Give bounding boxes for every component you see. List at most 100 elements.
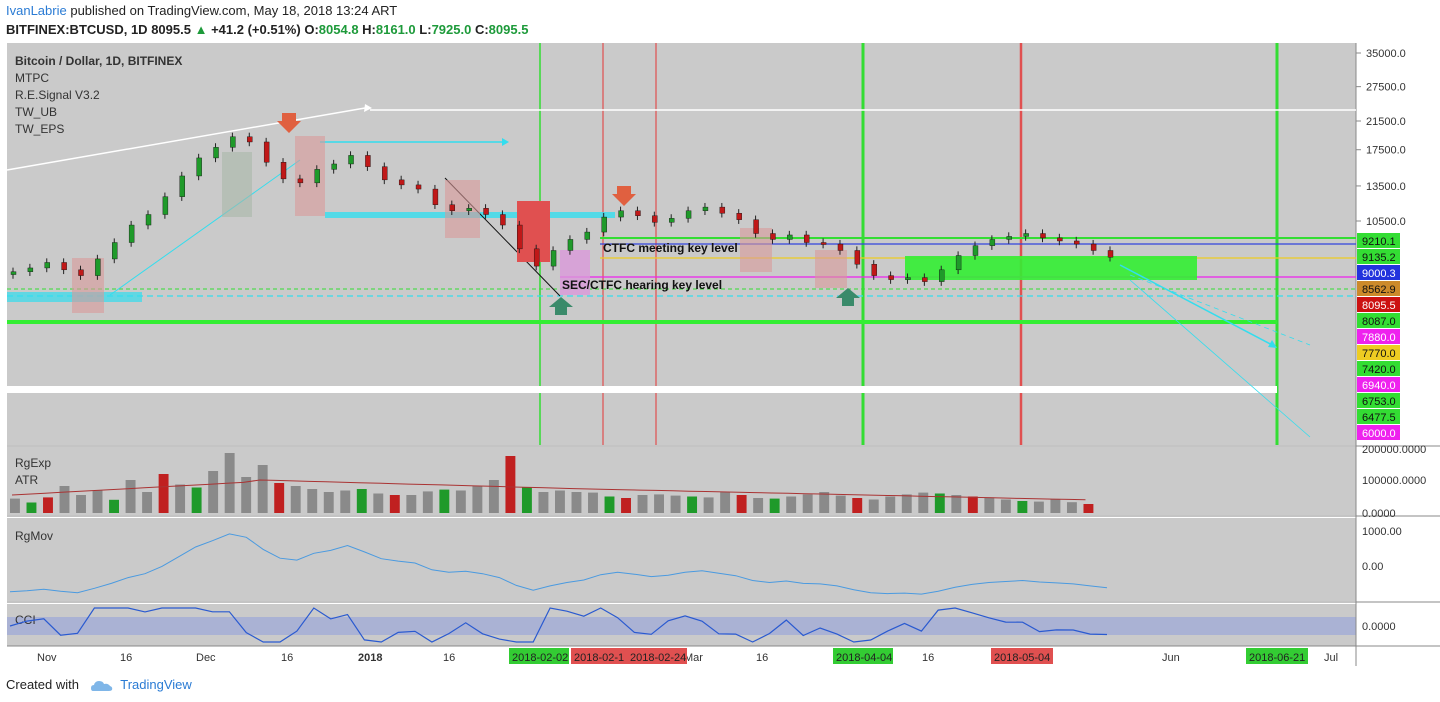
volume-bar bbox=[852, 498, 863, 513]
candle-body bbox=[179, 175, 185, 197]
candle-body bbox=[1023, 233, 1029, 237]
volume-bar bbox=[703, 497, 714, 513]
volume-bar bbox=[26, 502, 37, 513]
candle-body bbox=[128, 224, 135, 243]
buy-arrow-icon bbox=[836, 288, 860, 306]
candle-body bbox=[263, 141, 270, 163]
volume-bar bbox=[274, 483, 285, 513]
candle-body bbox=[939, 269, 945, 282]
volume-bar bbox=[10, 498, 20, 513]
candle-body bbox=[871, 264, 877, 276]
volume-bar bbox=[356, 489, 367, 513]
volume-bar bbox=[439, 489, 450, 513]
volume-bar bbox=[76, 495, 86, 513]
candle-body bbox=[567, 239, 574, 251]
event-date-label: 2018-02-1 bbox=[574, 652, 624, 664]
volume-bar bbox=[1050, 499, 1061, 513]
open-value: 8054.8 bbox=[318, 22, 359, 37]
price-level-labels: 9210.1 9135.2 9000.3 8562.9 8095.5 8087.0 7880… bbox=[1357, 233, 1400, 440]
time-tick: Dec bbox=[196, 652, 216, 664]
tradingview-link[interactable]: TradingView bbox=[120, 677, 192, 692]
volume-bar bbox=[340, 490, 351, 513]
event-date-label: 2018-06-21 bbox=[1249, 652, 1305, 664]
volume-bar bbox=[654, 494, 664, 513]
price-level-label: 9135.2 bbox=[1362, 252, 1396, 264]
candles-layer bbox=[10, 132, 1114, 286]
volume-bar bbox=[472, 486, 483, 513]
time-tick: Mar bbox=[684, 652, 703, 664]
candle-body bbox=[787, 234, 793, 240]
candle-body bbox=[702, 206, 709, 211]
candle-body bbox=[1057, 237, 1063, 242]
time-tick: Jul bbox=[1324, 652, 1338, 664]
volume-bar bbox=[571, 492, 582, 513]
ohlc-header: BITFINEX:BTCUSD, 1D 8095.5 ▲ +41.2 (+0.5… bbox=[6, 22, 528, 37]
volume-bar bbox=[59, 486, 70, 513]
legend-indicator: R.E.Signal V3.2 bbox=[15, 88, 100, 102]
volume-axis: 200000.0000 100000.0000 0.0000 bbox=[1362, 444, 1426, 520]
high-value: 8161.0 bbox=[375, 22, 416, 37]
volume-bar bbox=[1033, 501, 1044, 513]
volume-bar bbox=[604, 496, 615, 513]
volume-bar bbox=[505, 456, 516, 513]
price-level-label: 6753.0 bbox=[1362, 396, 1396, 408]
candle-body bbox=[719, 206, 726, 214]
candle-body bbox=[432, 188, 439, 205]
volume-bar bbox=[43, 497, 53, 513]
volume-bar bbox=[720, 492, 731, 513]
cci-axis: 0.0000 bbox=[1362, 621, 1396, 633]
volume-bar bbox=[488, 480, 499, 513]
price-level-label: 6000.0 bbox=[1362, 428, 1396, 440]
price-level-label: 7420.0 bbox=[1362, 364, 1396, 376]
candle-body bbox=[854, 250, 861, 265]
volume-bar bbox=[125, 480, 136, 513]
candle-body bbox=[533, 248, 540, 267]
candle-body bbox=[736, 213, 742, 220]
candle-body bbox=[483, 208, 489, 215]
mov-pane-label: RgMov bbox=[15, 529, 53, 543]
volume-bar bbox=[191, 487, 202, 513]
price-axis[interactable]: 35000.0 27500.0 21500.0 17500.0 13500.0 10500… bbox=[1356, 48, 1406, 228]
time-tick: 16 bbox=[756, 652, 768, 664]
trend-lines bbox=[6, 104, 1311, 438]
candle-body bbox=[1040, 233, 1046, 239]
candle-body bbox=[398, 179, 405, 186]
volume-bar bbox=[670, 495, 681, 513]
symbol-label: BITFINEX:BTCUSD, 1D bbox=[6, 22, 148, 37]
author-link[interactable]: IvanLabrie bbox=[6, 3, 67, 18]
volume-bar bbox=[455, 490, 466, 513]
close-value: 8095.5 bbox=[488, 22, 529, 37]
candle-body bbox=[112, 242, 118, 260]
price-level-label: 6477.5 bbox=[1362, 412, 1396, 424]
atr-pane-label: ATR bbox=[15, 473, 38, 487]
sec-annotation: SEC/CTFC hearing key level bbox=[562, 278, 722, 292]
cci-band bbox=[7, 617, 1356, 635]
price-level-label: 9000.3 bbox=[1362, 268, 1396, 280]
candle-body bbox=[753, 219, 759, 234]
ctfc-annotation: CTFC meeting key level bbox=[603, 241, 738, 255]
volume-bar bbox=[868, 499, 879, 513]
volume-bar bbox=[951, 495, 962, 513]
volume-bar bbox=[885, 496, 896, 513]
volume-bar bbox=[555, 490, 565, 513]
volume-bar bbox=[290, 486, 301, 513]
candle-body bbox=[314, 169, 320, 184]
candle-body bbox=[10, 271, 17, 275]
candle-body bbox=[1006, 236, 1012, 240]
time-axis[interactable]: Nov 16 Dec 16 2018 16 Mar 16 16 Jun Jul … bbox=[37, 648, 1338, 664]
legend-indicator: MTPC bbox=[15, 71, 49, 85]
tradingview-cloud-icon bbox=[90, 680, 112, 691]
price-level-label: 8562.9 bbox=[1362, 284, 1396, 296]
candle-body bbox=[837, 243, 844, 251]
volume-bar bbox=[984, 497, 995, 513]
candle-body bbox=[78, 269, 84, 276]
candle-body bbox=[297, 178, 304, 184]
price-axis-tick: 17500.0 bbox=[1366, 145, 1406, 157]
signal-boxes bbox=[72, 136, 847, 313]
candle-body bbox=[280, 162, 287, 180]
footer: Created with TradingView bbox=[6, 677, 192, 692]
time-tick: 2018 bbox=[358, 652, 382, 664]
volume-bar bbox=[934, 493, 945, 513]
candle-body bbox=[1090, 243, 1097, 251]
